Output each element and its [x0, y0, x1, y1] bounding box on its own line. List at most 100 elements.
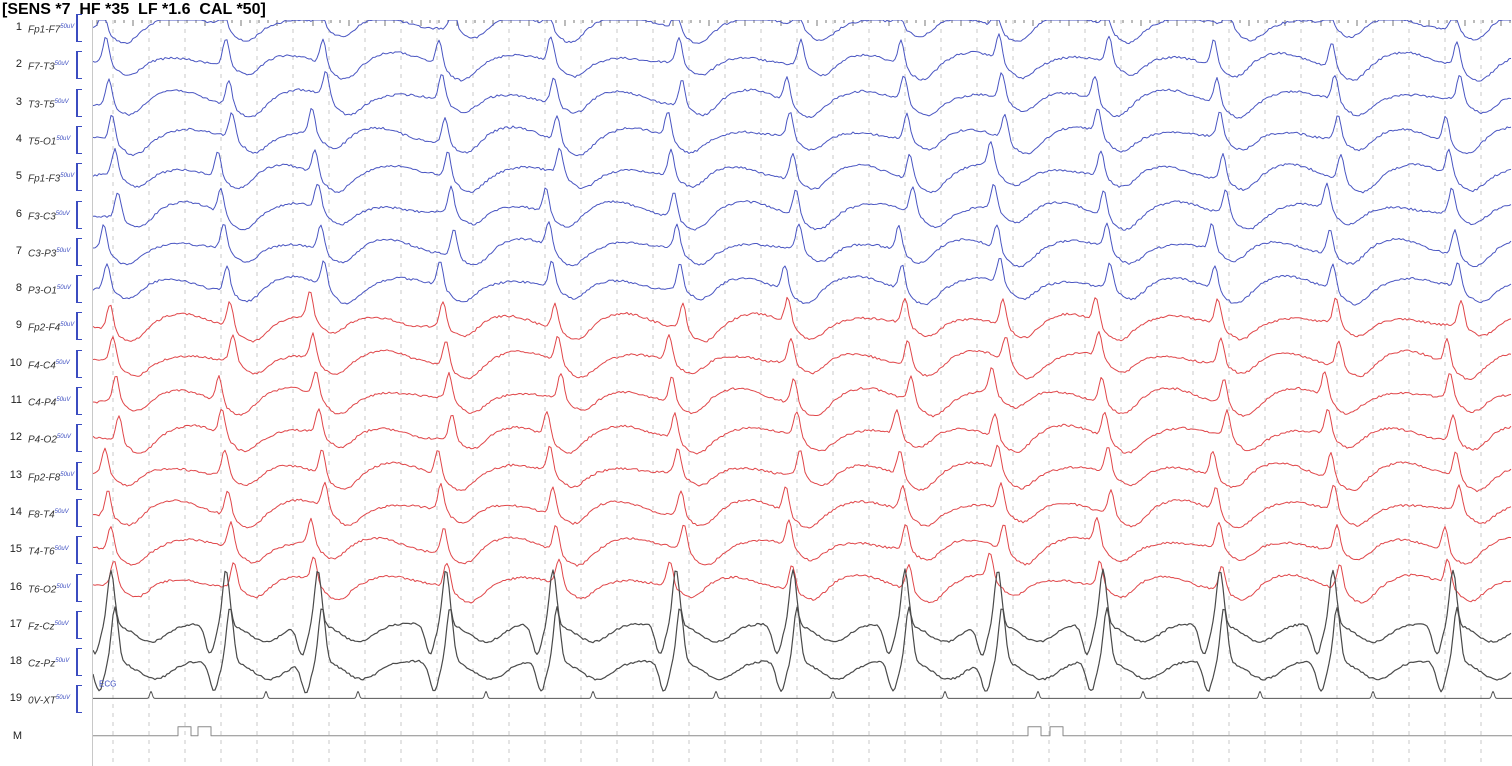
channel-unit: 50uV: [54, 98, 69, 105]
eeg-trace-area[interactable]: ECG: [93, 20, 1512, 766]
channel-unit: 50uV: [60, 322, 75, 329]
calibration-bracket: [76, 536, 82, 565]
eeg-trace-left: [93, 182, 1512, 231]
channel-name-text: Fp2-F8: [28, 471, 61, 483]
channel-unit: 50uV: [56, 583, 71, 590]
channel-name-text: T6-O2: [28, 583, 57, 595]
channel-unit: 50uV: [60, 24, 75, 30]
channel-label-row[interactable]: 3 T3-T550uV: [0, 87, 92, 117]
channel-label-row[interactable]: 1 Fp1-F750uV: [0, 12, 92, 42]
calibration-bracket: [76, 275, 82, 304]
channel-name: F8-T450uV: [28, 505, 69, 522]
channel-number: 7: [15, 244, 22, 257]
channel-label-row[interactable]: 16 T6-O250uV: [0, 572, 92, 602]
eeg-trace-left: [93, 33, 1512, 82]
calibration-bracket: [76, 498, 82, 527]
channel-name: Cz-Pz50uV: [28, 654, 69, 671]
calibration-bracket: [76, 648, 82, 677]
channel-name: T3-T550uV: [28, 95, 69, 112]
channel-number: 18: [9, 655, 22, 668]
channel-name-text: C3-P3: [28, 248, 57, 260]
channel-name: Fp2-F850uV: [28, 468, 74, 485]
channel-name: Fp1-F750uV: [28, 20, 74, 37]
channel-name-text: Fz-Cz: [28, 621, 55, 633]
eeg-trace-left: [93, 20, 1511, 45]
channel-unit: 50uV: [56, 247, 71, 254]
calibration-bracket: [76, 573, 82, 602]
channel-unit: 50uV: [54, 546, 69, 553]
calibration-bracket: [76, 163, 82, 192]
channel-name: C4-P450uV: [28, 393, 70, 410]
channel-unit: 50uV: [55, 695, 70, 702]
channel-unit: 50uV: [56, 434, 71, 441]
channel-label-row[interactable]: 5 Fp1-F350uV: [0, 161, 92, 192]
calibration-bracket: [76, 200, 82, 229]
calibration-bracket: [76, 424, 82, 453]
channel-name: T4-T650uV: [28, 542, 69, 559]
eeg-trace-left: [93, 258, 1512, 306]
channel-unit: 50uV: [55, 658, 70, 665]
channel-label-row[interactable]: 15 T4-T650uV: [0, 534, 92, 565]
channel-name-text: F4-C4: [28, 360, 56, 372]
channel-label-row[interactable]: 17 Fz-Cz50uV: [0, 609, 92, 639]
channel-label-row[interactable]: 18 Cz-Pz50uV: [0, 646, 92, 677]
channel-name: Fp1-F350uV: [28, 169, 74, 186]
channel-label-row[interactable]: 7 C3-P350uV: [0, 236, 92, 266]
channel-label-row[interactable]: 2 F7-T350uV: [0, 49, 92, 80]
channel-number: 4: [15, 132, 22, 145]
eeg-trace-midline: [93, 606, 1512, 694]
channel-number: 17: [9, 617, 22, 630]
channel-number: 3: [15, 95, 22, 108]
eeg-trace-right: [93, 517, 1512, 567]
channel-name: 0V-XT50uV: [28, 691, 70, 708]
eeg-trace-right: [93, 367, 1512, 418]
channel-label-row[interactable]: 14 F8-T450uV: [0, 497, 92, 527]
eeg-trace-right: [93, 444, 1512, 493]
channel-name: P4-O250uV: [28, 430, 71, 447]
channel-name-text: P4-O2: [28, 434, 57, 446]
channel-number: 10: [9, 356, 22, 369]
eeg-trace-canvas[interactable]: ECG: [93, 20, 1512, 766]
calibration-bracket: [76, 461, 82, 490]
channel-name-text: Cz-Pz: [28, 658, 56, 670]
channel-label-row[interactable]: 10 F4-C450uV: [0, 348, 92, 378]
channel-name-text: T5-O1: [28, 136, 57, 148]
channel-number: 11: [10, 394, 22, 406]
channel-number: 15: [9, 543, 22, 556]
ecg-label: ECG: [99, 679, 116, 688]
channel-unit: 50uV: [54, 620, 69, 627]
channel-number: 12: [9, 431, 22, 444]
channel-number: 1: [15, 21, 22, 33]
channel-name-text: Fp2-F4: [28, 322, 61, 334]
channel-name-text: P3-O1: [28, 285, 57, 297]
calibration-bracket: [76, 685, 82, 714]
channel-name-text: T3-T5: [28, 98, 55, 110]
channel-unit: 50uV: [56, 397, 71, 403]
channel-label-row[interactable]: 19 0V-XT50uV: [0, 683, 92, 714]
calibration-bracket: [76, 312, 82, 341]
channel-name-text: 0V-XT: [28, 695, 56, 707]
channel-unit: 50uV: [54, 61, 69, 68]
channel-name: F7-T350uV: [28, 57, 69, 74]
channel-label-row[interactable]: 6 F3-C350uV: [0, 199, 92, 229]
eeg-trace-left: [93, 71, 1512, 119]
channel-label-row[interactable]: 12 P4-O250uV: [0, 422, 92, 453]
channel-number: 9: [15, 319, 22, 332]
channel-label-row[interactable]: M: [0, 721, 92, 751]
channel-label-row[interactable]: 11 C4-P450uV: [0, 385, 92, 415]
channel-label-row[interactable]: 4 T5-O150uV: [0, 124, 92, 154]
channel-unit: 50uV: [60, 173, 75, 180]
channel-number: 8: [15, 282, 22, 295]
channel-label-row[interactable]: 13 Fp2-F850uV: [0, 460, 92, 490]
channel-name-text: T4-T6: [28, 546, 55, 558]
calibration-bracket: [76, 14, 82, 42]
channel-name: T6-O250uV: [28, 580, 70, 597]
channel-number: 2: [15, 58, 22, 71]
channel-label-row[interactable]: 8 P3-O150uV: [0, 273, 92, 304]
eeg-trace-right: [93, 481, 1512, 529]
settings-bar: [SENS *7 HF *35 LF *1.6 CAL *50]: [0, 0, 1512, 20]
montage-settings-text[interactable]: [SENS *7 HF *35 LF *1.6 CAL *50]: [2, 1, 266, 18]
channel-label-row[interactable]: 9 Fp2-F450uV: [0, 310, 92, 341]
channel-number: 16: [9, 580, 22, 593]
channel-unit: 50uV: [55, 359, 70, 366]
